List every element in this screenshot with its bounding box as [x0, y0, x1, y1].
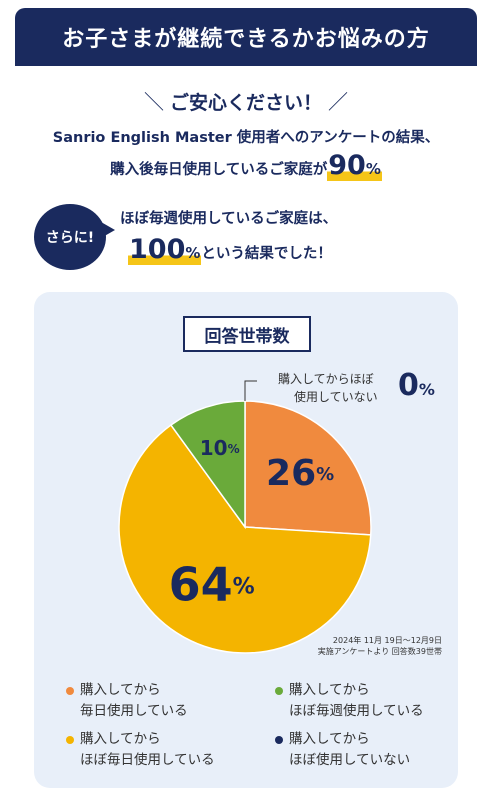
legend-item-not-used: 購入してから ほぼ使用していない: [275, 729, 411, 771]
daily-value-number: 90: [328, 150, 366, 181]
legend-label-line-2: 毎日使用している: [80, 703, 188, 719]
weekly-value-unit: %: [185, 244, 201, 262]
weekly-line-2-suffix: という結果でした！: [201, 246, 332, 262]
zero-callout-line-2: 使用していない: [294, 390, 378, 404]
weekly-line-2: 100%という結果でした！: [128, 234, 332, 265]
sarani-badge-tail: [101, 222, 115, 238]
survey-line-2-text: 購入後毎日使用しているご家庭が: [110, 162, 328, 178]
chart-title: 回答世帯数: [183, 316, 311, 352]
daily-value: 90%: [327, 150, 382, 181]
catch-copy: ＼ ご安心ください！ ／: [0, 86, 492, 115]
sarani-badge: さらに!: [34, 204, 115, 270]
legend-label-line-2: ほぼ毎日使用している: [80, 752, 215, 768]
survey-line-1: Sanrio English Master 使用者へのアンケートの結果、: [52, 130, 440, 146]
zero-callout-line-1: 購入してからほぼ: [278, 372, 374, 386]
source-note-line-1: 2024年 11月 19日〜12月9日: [332, 636, 442, 645]
legend-dot-green: [275, 687, 283, 695]
legend-label-line-1: 購入してから: [289, 731, 370, 747]
survey-line-2: 購入後毎日使用しているご家庭が90%: [0, 150, 492, 181]
zero-callout-unit: %: [418, 380, 435, 399]
legend-label-line-1: 購入してから: [289, 682, 370, 698]
legend-item-daily: 購入してから 毎日使用している: [66, 680, 188, 722]
legend-item-weekly: 購入してから ほぼ毎週使用している: [275, 680, 424, 722]
legend-label-line-2: ほぼ毎週使用している: [289, 703, 424, 719]
legend-dot-orange: [66, 687, 74, 695]
sarani-badge-text: さらに!: [34, 204, 106, 270]
zero-callout-number: 0: [398, 368, 419, 403]
label-almost-daily: 64%: [169, 557, 255, 611]
slice-daily: [244, 400, 372, 536]
zero-callout-value: 0%: [398, 368, 435, 403]
slice-weekly: [169, 400, 246, 530]
weekly-line-1: ほぼ毎週使用しているご家庭は、: [120, 211, 338, 227]
legend-item-almost-daily: 購入してから ほぼ毎日使用している: [66, 729, 215, 771]
catch-text: ご安心ください！: [169, 92, 322, 114]
legend-label-line-2: ほぼ使用していない: [289, 752, 411, 768]
right-slash-decoration: ／: [328, 90, 348, 114]
header-banner: お子さまが継続できるかお悩みの方: [15, 8, 477, 66]
label-daily: 26%: [266, 453, 334, 494]
source-note-line-2: 実施アンケートより 回答数39世帯: [317, 647, 442, 656]
legend-dot-navy: [275, 736, 283, 744]
daily-value-unit: %: [365, 160, 381, 178]
legend-label-line-1: 購入してから: [80, 682, 161, 698]
label-weekly: 10%: [200, 436, 240, 460]
banner-title: お子さまが継続できるかお悩みの方: [62, 27, 430, 52]
legend-label-line-1: 購入してから: [80, 731, 161, 747]
slice-almost-daily: [118, 424, 372, 654]
weekly-value: 100%: [128, 234, 202, 265]
left-slash-decoration: ＼: [143, 90, 164, 114]
zero-callout-leader: [244, 380, 257, 401]
weekly-value-number: 100: [129, 234, 186, 265]
legend-dot-yellow: [66, 736, 74, 744]
